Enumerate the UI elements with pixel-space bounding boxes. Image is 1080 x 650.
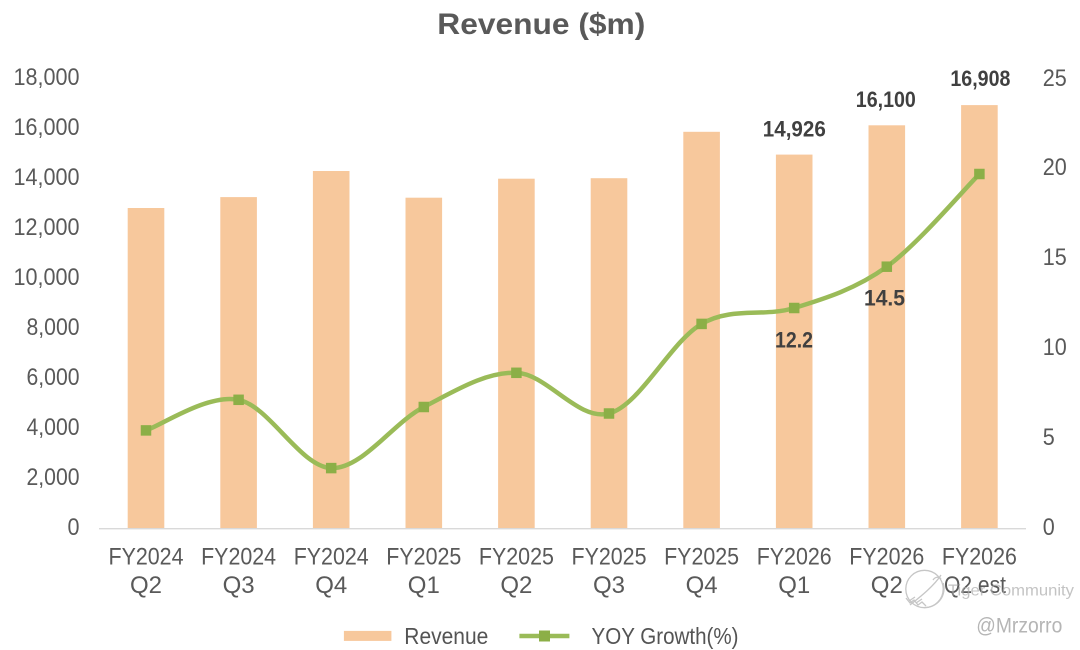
svg-text:10: 10	[1043, 334, 1067, 361]
svg-text:FY2026: FY2026	[757, 544, 832, 571]
svg-text:15: 15	[1043, 244, 1067, 271]
svg-text:16,908: 16,908	[950, 66, 1010, 91]
svg-text:14,000: 14,000	[14, 164, 80, 191]
svg-text:0: 0	[68, 514, 80, 541]
svg-text:Q1: Q1	[778, 572, 810, 599]
svg-text:FY2024: FY2024	[109, 544, 184, 571]
svg-text:FY2025: FY2025	[572, 544, 647, 571]
svg-text:Q2: Q2	[130, 572, 162, 599]
svg-text:Q1: Q1	[408, 572, 440, 599]
svg-text:4,000: 4,000	[27, 414, 80, 441]
svg-text:Q4: Q4	[315, 572, 347, 599]
svg-text:14.5: 14.5	[864, 286, 905, 311]
svg-text:8,000: 8,000	[27, 314, 80, 341]
svg-text:16,000: 16,000	[14, 114, 80, 141]
svg-text:2,000: 2,000	[27, 464, 80, 491]
svg-text:FY2025: FY2025	[664, 544, 739, 571]
svg-text:FY2025: FY2025	[479, 544, 554, 571]
svg-text:16,100: 16,100	[856, 87, 916, 112]
svg-text:Revenue ($m): Revenue ($m)	[437, 8, 645, 41]
svg-text:FY2024: FY2024	[294, 544, 369, 571]
svg-text:0: 0	[1043, 514, 1055, 541]
svg-text:FY2024: FY2024	[201, 544, 276, 571]
svg-text:Q4: Q4	[686, 572, 718, 599]
svg-text:12,000: 12,000	[14, 214, 80, 241]
svg-text:FY2026: FY2026	[942, 544, 1017, 571]
svg-text:14,926: 14,926	[763, 117, 826, 142]
svg-text:Q2 est: Q2 est	[944, 572, 1006, 599]
svg-text:18,000: 18,000	[14, 64, 80, 91]
svg-text:YOY Growth(%): YOY Growth(%)	[592, 623, 739, 649]
svg-text:Q2: Q2	[871, 572, 903, 599]
svg-text:10,000: 10,000	[14, 264, 80, 291]
svg-text:Q2: Q2	[500, 572, 532, 599]
svg-text:Q3: Q3	[223, 572, 255, 599]
svg-text:6,000: 6,000	[27, 364, 80, 391]
svg-text:Tiger Community: Tiger Community	[948, 583, 1074, 600]
svg-text:FY2025: FY2025	[386, 544, 461, 571]
svg-text:5: 5	[1043, 424, 1055, 451]
svg-text:20: 20	[1043, 154, 1067, 181]
svg-text:Q3: Q3	[593, 572, 625, 599]
svg-text:FY2026: FY2026	[849, 544, 924, 571]
svg-text:12.2: 12.2	[775, 328, 813, 353]
svg-text:Revenue: Revenue	[404, 623, 488, 649]
svg-text:@Mrzorro: @Mrzorro	[976, 613, 1062, 638]
svg-text:25: 25	[1043, 65, 1067, 92]
